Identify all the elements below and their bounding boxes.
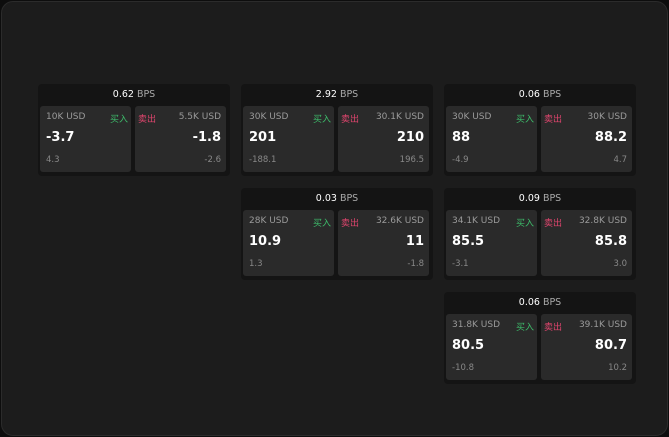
ask-quantity: 39.1K USD — [578, 320, 627, 330]
spread-unit: BPS — [542, 89, 562, 100]
ask-change: 10.2 — [608, 363, 627, 373]
bid-price: -3.7 — [46, 130, 75, 145]
bid-price: 80.5 — [452, 338, 485, 353]
buy-panel[interactable]: 30K USD 买入 88 -4.9 — [446, 106, 537, 172]
spread-header: 2.92 BPS — [241, 84, 433, 105]
bid-quantity: 28K USD — [249, 216, 289, 226]
sell-panel[interactable]: 卖出 32.8K USD 85.8 3.0 — [541, 210, 632, 276]
buy-label: 买入 — [312, 115, 331, 125]
ask-price: 11 — [405, 234, 424, 249]
spread-value: 2.92 — [315, 89, 337, 100]
buy-label: 买入 — [109, 115, 128, 125]
sell-panel[interactable]: 卖出 30.1K USD 210 196.5 — [338, 106, 429, 172]
ask-price: -1.8 — [192, 130, 221, 145]
buy-label: 买入 — [515, 115, 534, 125]
sell-label: 卖出 — [341, 115, 360, 125]
ask-price: 210 — [396, 130, 424, 145]
quote-card: 0.09 BPS 34.1K USD 买入 85.5 -3.1 卖出 32.8K … — [444, 188, 636, 280]
spread-value: 0.03 — [315, 193, 337, 204]
bid-change: -4.9 — [452, 155, 469, 165]
ask-change: 3.0 — [613, 259, 627, 269]
sell-label: 卖出 — [544, 323, 563, 333]
spread-header: 0.06 BPS — [444, 84, 636, 105]
spread-header: 0.03 BPS — [241, 188, 433, 209]
ask-change: 4.7 — [613, 155, 627, 165]
spread-header: 0.09 BPS — [444, 188, 636, 209]
quote-card: 0.06 BPS 31.8K USD 买入 80.5 -10.8 卖出 39.1K… — [444, 292, 636, 384]
spread-unit: BPS — [136, 89, 156, 100]
spread-value: 0.09 — [518, 193, 540, 204]
buy-label: 买入 — [312, 219, 331, 229]
bid-quantity: 30K USD — [249, 112, 289, 122]
quote-card: 0.06 BPS 30K USD 买入 88 -4.9 卖出 30K USD 88… — [444, 84, 636, 176]
spread-unit: BPS — [339, 193, 359, 204]
bid-quantity: 34.1K USD — [452, 216, 501, 226]
sell-panel[interactable]: 卖出 32.6K USD 11 -1.8 — [338, 210, 429, 276]
ask-price: 88.2 — [594, 130, 627, 145]
ask-quantity: 5.5K USD — [178, 112, 221, 122]
ask-quantity: 30.1K USD — [375, 112, 424, 122]
sell-panel[interactable]: 卖出 5.5K USD -1.8 -2.6 — [135, 106, 226, 172]
buy-panel[interactable]: 34.1K USD 买入 85.5 -3.1 — [446, 210, 537, 276]
bid-price: 88 — [452, 130, 471, 145]
bid-price: 201 — [249, 130, 277, 145]
buy-label: 买入 — [515, 323, 534, 333]
sell-panel[interactable]: 卖出 30K USD 88.2 4.7 — [541, 106, 632, 172]
ask-change: -1.8 — [407, 259, 424, 269]
sell-label: 卖出 — [544, 219, 563, 229]
bid-quantity: 30K USD — [452, 112, 492, 122]
quote-card: 2.92 BPS 30K USD 买入 201 -188.1 卖出 30.1K U… — [241, 84, 433, 176]
bid-change: -3.1 — [452, 259, 469, 269]
ask-change: 196.5 — [399, 155, 424, 165]
buy-panel[interactable]: 10K USD 买入 -3.7 4.3 — [40, 106, 131, 172]
spread-header: 0.06 BPS — [444, 292, 636, 313]
bid-quantity: 31.8K USD — [452, 320, 501, 330]
spread-unit: BPS — [542, 193, 562, 204]
ask-price: 85.8 — [594, 234, 627, 249]
buy-panel[interactable]: 31.8K USD 买入 80.5 -10.8 — [446, 314, 537, 380]
ask-quantity: 32.8K USD — [578, 216, 627, 226]
sell-label: 卖出 — [341, 219, 360, 229]
buy-panel[interactable]: 28K USD 买入 10.9 1.3 — [243, 210, 334, 276]
spread-header: 0.62 BPS — [38, 84, 230, 105]
spread-unit: BPS — [339, 89, 359, 100]
sell-panel[interactable]: 卖出 39.1K USD 80.7 10.2 — [541, 314, 632, 380]
spread-value: 0.62 — [112, 89, 134, 100]
spread-unit: BPS — [542, 297, 562, 308]
spread-value: 0.06 — [518, 89, 540, 100]
ask-price: 80.7 — [594, 338, 627, 353]
buy-panel[interactable]: 30K USD 买入 201 -188.1 — [243, 106, 334, 172]
ask-quantity: 32.6K USD — [375, 216, 424, 226]
ask-quantity: 30K USD — [587, 112, 627, 122]
spread-value: 0.06 — [518, 297, 540, 308]
ask-change: -2.6 — [204, 155, 221, 165]
bid-change: -10.8 — [452, 363, 474, 373]
quote-card: 0.03 BPS 28K USD 买入 10.9 1.3 卖出 32.6K USD… — [241, 188, 433, 280]
bid-quantity: 10K USD — [46, 112, 86, 122]
bid-change: -188.1 — [249, 155, 277, 165]
bid-price: 85.5 — [452, 234, 485, 249]
sell-label: 卖出 — [544, 115, 563, 125]
bid-change: 4.3 — [46, 155, 60, 165]
sell-label: 卖出 — [138, 115, 157, 125]
bid-price: 10.9 — [249, 234, 282, 249]
quote-card: 0.62 BPS 10K USD 买入 -3.7 4.3 卖出 5.5K USD … — [38, 84, 230, 176]
buy-label: 买入 — [515, 219, 534, 229]
bid-change: 1.3 — [249, 259, 263, 269]
